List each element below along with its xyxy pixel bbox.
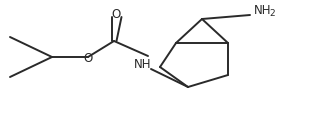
- Text: O: O: [111, 7, 121, 20]
- Text: NH: NH: [254, 3, 271, 16]
- Text: NH: NH: [134, 57, 152, 70]
- Text: 2: 2: [269, 9, 275, 18]
- Text: O: O: [83, 52, 93, 65]
